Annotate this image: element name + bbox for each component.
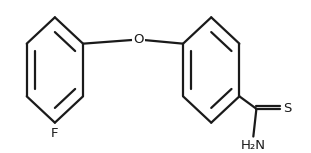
Text: S: S xyxy=(283,102,292,115)
Text: H₂N: H₂N xyxy=(241,139,266,152)
Text: O: O xyxy=(133,33,144,46)
Text: F: F xyxy=(51,127,59,140)
